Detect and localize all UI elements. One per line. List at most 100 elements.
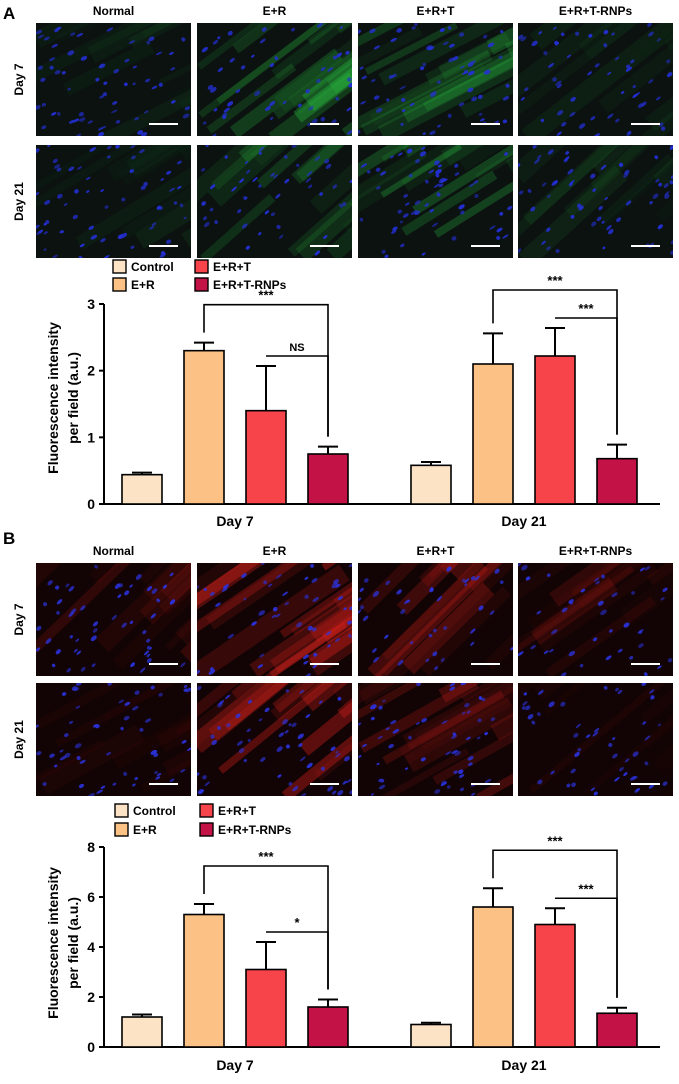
legend-label-e-r-t: E+R+T: [213, 260, 252, 274]
nucleus: [359, 587, 364, 592]
nucleus: [384, 254, 389, 258]
nucleus: [358, 29, 362, 35]
nucleus: [74, 687, 80, 692]
nucleus: [169, 599, 176, 605]
nucleus: [519, 190, 524, 195]
nucleus: [411, 26, 416, 30]
nucleus: [100, 785, 106, 789]
signal-streak: [518, 145, 639, 184]
nucleus: [36, 751, 42, 756]
nucleus: [45, 638, 52, 644]
nucleus: [319, 700, 323, 704]
nucleus: [130, 662, 136, 668]
nucleus: [643, 672, 648, 676]
nucleus: [549, 648, 554, 653]
nucleus: [261, 563, 265, 565]
nucleus: [522, 701, 528, 706]
nucleus: [667, 658, 673, 663]
significance-bracket: [492, 289, 618, 435]
nucleus: [64, 733, 69, 737]
nucleus: [555, 248, 560, 254]
nucleus: [306, 170, 313, 176]
nucleus: [123, 715, 130, 721]
nucleus: [385, 727, 390, 731]
nucleus: [88, 225, 94, 230]
signal-streak: [570, 563, 673, 610]
nucleus: [557, 110, 564, 116]
nucleus: [212, 40, 219, 45]
bar-control-day-21: [410, 464, 452, 505]
nucleus: [337, 595, 344, 601]
nucleus: [471, 792, 476, 796]
nucleus: [146, 638, 151, 643]
nucleus: [611, 32, 615, 36]
nucleus: [592, 731, 599, 737]
signal-streak: [402, 582, 495, 675]
nucleus: [325, 163, 332, 169]
nucleus: [300, 793, 307, 796]
nucleus: [630, 59, 635, 64]
legend-label-e-r: E+R: [133, 823, 157, 837]
nucleus: [555, 42, 560, 46]
nucleus: [197, 789, 204, 795]
nucleus: [57, 112, 61, 116]
signal-streak: [400, 683, 513, 765]
signal-streak: [206, 63, 297, 134]
nucleus: [376, 186, 381, 190]
nucleus: [347, 130, 352, 135]
nucleus: [414, 159, 420, 164]
nucleus: [448, 57, 455, 63]
nucleus: [121, 622, 127, 628]
nucleus: [330, 746, 336, 752]
nucleus: [273, 174, 279, 179]
nucleus: [619, 767, 624, 772]
micrograph-background: [358, 563, 513, 676]
nucleus: [502, 234, 509, 239]
nucleus: [477, 718, 482, 723]
nucleus: [666, 72, 673, 78]
significance-bracket: [203, 865, 329, 990]
nucleus: [452, 732, 456, 736]
nucleus: [644, 566, 651, 571]
nucleus: [320, 766, 326, 771]
nucleus: [124, 701, 131, 706]
nucleus: [593, 133, 600, 136]
nucleus: [518, 163, 521, 167]
nucleus: [346, 77, 352, 82]
nucleus: [304, 594, 309, 599]
nucleus: [657, 665, 662, 669]
nucleus: [132, 705, 139, 711]
nucleus: [303, 660, 308, 665]
signal-streak: [198, 23, 342, 118]
nucleus: [536, 610, 542, 615]
nucleus: [97, 131, 105, 136]
signal-streak: [302, 36, 352, 111]
nucleus: [521, 564, 528, 571]
y-tick-label: 8: [87, 839, 95, 855]
signal-streak: [518, 563, 614, 623]
nucleus: [314, 250, 321, 256]
nucleus: [364, 578, 369, 583]
signal-streak: [232, 23, 352, 54]
nucleus: [561, 607, 568, 613]
signal-streak: [197, 23, 329, 70]
nucleus: [373, 656, 379, 663]
nucleus: [159, 252, 167, 258]
nucleus: [150, 749, 158, 755]
nucleus: [80, 55, 88, 61]
legend-swatch-control: [114, 803, 129, 818]
bar-e-r-t-rnps-day-7: [307, 1006, 349, 1048]
nucleus: [247, 738, 251, 742]
micrograph-normal-day-7: [36, 23, 191, 136]
nucleus: [130, 245, 135, 249]
nucleus: [272, 607, 278, 612]
nucleus: [70, 32, 76, 36]
nucleus: [592, 188, 597, 192]
nucleus: [75, 638, 80, 643]
nucleus: [275, 193, 281, 199]
y-tick-label: 3: [87, 296, 95, 312]
nucleus: [644, 761, 649, 766]
nucleus: [100, 238, 106, 243]
signal-streak: [197, 563, 325, 598]
nucleus: [550, 770, 555, 775]
